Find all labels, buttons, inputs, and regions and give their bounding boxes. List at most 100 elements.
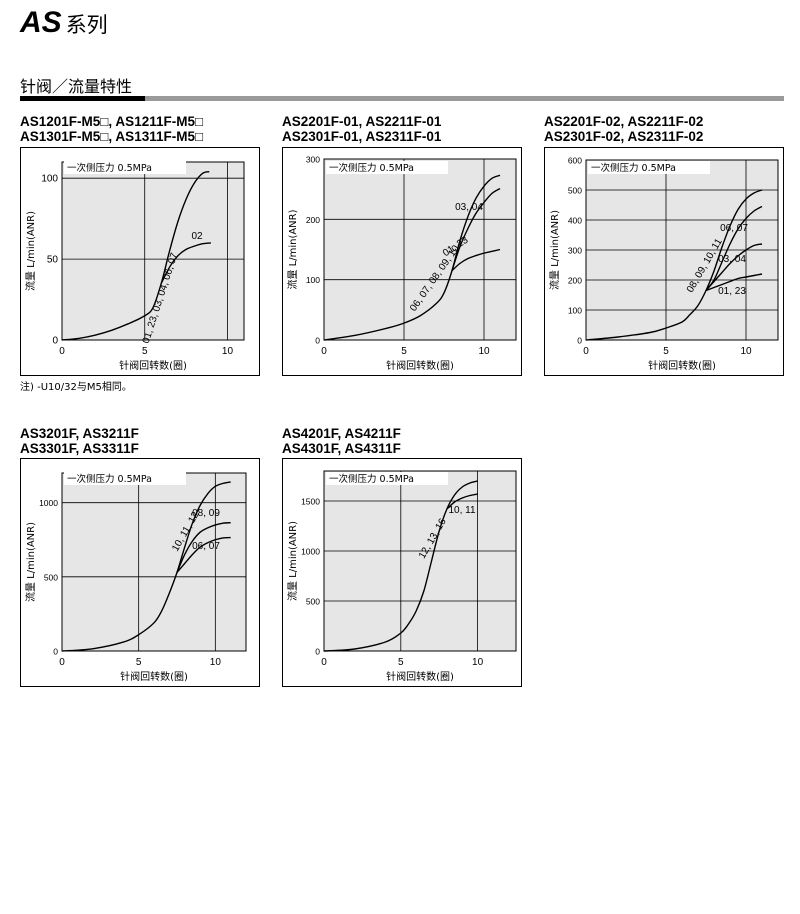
y-tick-label: 0 <box>315 647 320 657</box>
series-line <box>451 187 501 271</box>
annotation-bg <box>326 472 448 485</box>
model-line: AS3301F, AS3311F <box>20 441 139 456</box>
plot-area <box>323 470 517 652</box>
x-tick-label: 5 <box>136 657 142 668</box>
x-tick-label: 5 <box>398 657 404 668</box>
model-line: AS1201F-M5□, AS1211F-M5□ <box>20 114 204 129</box>
x-tick-label: 10 <box>472 657 484 668</box>
model-heading-5: AS4201F, AS4211F AS4301F, AS4311F <box>282 426 401 456</box>
model-line: AS2301F-02, AS2311F-02 <box>544 129 704 144</box>
x-tick-label: 0 <box>321 657 327 668</box>
series-line <box>705 205 763 291</box>
series-label: 08, 09 <box>192 508 220 519</box>
annotation-bg <box>64 161 186 174</box>
x-tick-label: 10 <box>210 657 222 668</box>
x-axis-title: 针阀回转数(圈) <box>386 359 454 372</box>
y-tick-label: 1000 <box>39 498 58 508</box>
model-line: AS4301F, AS4311F <box>282 441 401 456</box>
y-tick-label: 600 <box>568 156 582 166</box>
model-heading-1: AS1201F-M5□, AS1211F-M5□ AS1301F-M5□, AS… <box>20 114 203 144</box>
x-tick-label: 0 <box>321 346 327 357</box>
y-tick-label: 100 <box>41 174 58 185</box>
chart-svg: 0 5 10 0 500 1000 针阀回转数(圈) 流量 L/min(ANR) 一次侧压力 0… <box>20 458 260 687</box>
series-line <box>446 493 478 510</box>
model-heading-3: AS2201F-02, AS2211F-02 AS2301F-02, AS231… <box>544 114 703 144</box>
x-axis-title: 针阀回转数(圈) <box>120 670 188 683</box>
series-line <box>61 171 210 341</box>
y-tick-label: 1500 <box>301 497 320 507</box>
series-label: 10, 11 <box>448 505 475 516</box>
pressure-annotation: 一次侧压力 0.5MPa <box>329 162 414 174</box>
x-axis-title: 针阀回转数(圈) <box>119 359 187 372</box>
flow-chart-3: 0 5 10 0 100 200 300 400 500 600 针阀回转数(圈) 流量 L/min(… <box>544 147 784 376</box>
y-tick-label: 1000 <box>301 547 320 557</box>
model-heading-2: AS2201F-01, AS2211F-01 AS2301F-01, AS231… <box>282 114 441 144</box>
y-tick-label: 500 <box>306 597 320 607</box>
series-label: 06, 07 <box>192 541 220 552</box>
y-tick-label: 500 <box>44 572 58 582</box>
section-divider-accent <box>20 96 145 101</box>
flow-chart-1: 0 5 10 0 50 100 针阀回转数(圈) 流量 L/min(ANR) 一次侧压力 0.5… <box>20 147 260 376</box>
y-tick-label: 0 <box>53 647 58 657</box>
x-tick-label: 0 <box>59 657 65 668</box>
y-axis-title: 流量 L/min(ANR) <box>286 209 299 289</box>
x-tick-label: 10 <box>222 346 234 357</box>
annotation-bg <box>64 472 186 485</box>
y-axis-title: 流量 L/min(ANR) <box>548 210 561 290</box>
series-code: AS <box>20 6 62 39</box>
x-tick-label: 0 <box>583 346 589 357</box>
y-tick-label: 200 <box>568 276 582 286</box>
plot-area <box>323 158 517 341</box>
model-line: AS4201F, AS4211F <box>282 426 401 441</box>
series-label: 03, 04 <box>718 254 746 265</box>
series-label: 03, 04 <box>455 202 483 213</box>
y-tick-label: 0 <box>52 336 58 347</box>
y-tick-label: 0 <box>315 336 320 346</box>
series-suffix: 系列 <box>65 13 108 37</box>
series-label: 01, 23 <box>718 286 746 297</box>
model-line: AS2201F-01, AS2211F-01 <box>282 114 442 129</box>
series-line <box>705 273 763 292</box>
y-tick-label: 500 <box>568 186 582 196</box>
x-axis-title: 针阀回转数(圈) <box>648 359 716 372</box>
model-line: AS2201F-02, AS2211F-02 <box>544 114 704 129</box>
y-tick-label: 200 <box>306 215 320 225</box>
model-line: AS3201F, AS3211F <box>20 426 139 441</box>
y-axis-title: 流量 L/min(ANR) <box>24 211 37 291</box>
model-heading-4: AS3201F, AS3211F AS3301F, AS3311F <box>20 426 139 456</box>
x-axis-title: 针阀回转数(圈) <box>386 670 454 683</box>
series-label: 02 <box>191 231 203 242</box>
x-tick-label: 10 <box>478 346 490 357</box>
y-tick-label: 300 <box>568 246 582 256</box>
y-tick-label: 100 <box>568 306 582 316</box>
plot-area <box>61 161 245 341</box>
series-line <box>160 242 211 284</box>
flow-chart-4: 0 5 10 0 500 1000 针阀回转数(圈) 流量 L/min(ANR) 一次侧压力 0… <box>20 458 260 687</box>
series-line <box>705 243 763 291</box>
y-tick-label: 400 <box>568 216 582 226</box>
pressure-annotation: 一次侧压力 0.5MPa <box>67 162 152 174</box>
model-line: AS1301F-M5□, AS1311F-M5□ <box>20 129 204 144</box>
series-label: 06, 07 <box>720 223 748 234</box>
section-divider <box>20 96 784 101</box>
x-tick-label: 0 <box>59 346 65 357</box>
y-tick-label: 0 <box>577 336 582 346</box>
pressure-annotation: 一次侧压力 0.5MPa <box>329 473 414 485</box>
y-axis-title: 流量 L/min(ANR) <box>286 521 299 601</box>
pressure-annotation: 一次侧压力 0.5MPa <box>591 162 676 174</box>
y-tick-label: 300 <box>306 155 320 165</box>
y-axis-title: 流量 L/min(ANR) <box>24 522 37 602</box>
flow-chart-2: 0 5 10 0 100 200 300 针阀回转数(圈) 流量 L/min(ANR) 一次侧压力… <box>282 147 522 376</box>
series-line <box>451 248 501 272</box>
series-line <box>176 536 231 573</box>
series-line <box>323 480 478 652</box>
plot-area <box>61 472 247 652</box>
pressure-annotation: 一次侧压力 0.5MPa <box>67 473 152 485</box>
annotation-bg <box>326 161 448 174</box>
x-tick-label: 5 <box>401 346 407 357</box>
y-tick-label: 50 <box>47 255 59 266</box>
x-tick-label: 5 <box>663 346 669 357</box>
chart-svg: 0 5 10 0 500 1000 1500 针阀回转数(圈) 流量 L/min(ANR) 一次侧… <box>282 458 522 687</box>
